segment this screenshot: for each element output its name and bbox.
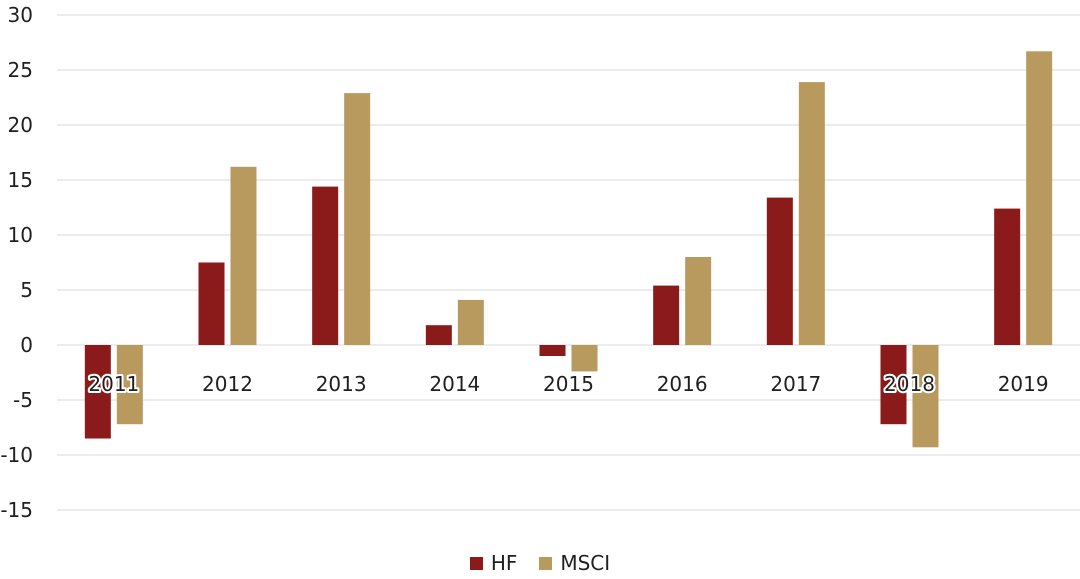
bar-msci-2019: [1026, 51, 1053, 346]
x-category-label: 2016: [657, 372, 708, 396]
bars: [84, 51, 1053, 448]
x-category-label: 2019: [998, 372, 1049, 396]
legend-swatch-hf: [469, 556, 483, 570]
bar-msci-2014: [457, 299, 484, 345]
bar-msci-2011: [116, 345, 143, 425]
bar-msci-2017: [798, 82, 825, 345]
y-tick-label: 30: [8, 3, 33, 27]
bar-msci-2013: [344, 93, 371, 345]
legend-item-msci: MSCI: [539, 551, 610, 575]
y-tick-label: -10: [0, 443, 33, 467]
legend: HF MSCI: [0, 551, 1080, 575]
bar-hf-2014: [425, 325, 452, 345]
y-tick-label: 20: [8, 113, 33, 137]
y-axis: 30 25 20 15 10 5 0 -5 -10 -15: [0, 3, 33, 522]
legend-label-msci: MSCI: [560, 551, 611, 575]
y-tick-label: -5: [13, 388, 33, 412]
x-category-label: 2012: [202, 372, 253, 396]
legend-label-hf: HF: [490, 551, 518, 575]
y-tick-label: -15: [0, 498, 33, 522]
bar-hf-2016: [653, 285, 680, 345]
bar-msci-2018: [912, 345, 939, 448]
legend-item-hf: HF: [469, 551, 518, 575]
legend-swatch-msci: [539, 556, 553, 570]
y-tick-label: 0: [20, 333, 33, 357]
x-category-label: 2014: [429, 372, 480, 396]
y-tick-label: 15: [8, 168, 33, 192]
y-tick-label: 5: [20, 278, 33, 302]
bar-msci-2016: [685, 257, 712, 345]
bar-msci-2015: [571, 345, 598, 372]
x-category-label: 2018: [884, 372, 935, 396]
y-tick-label: 10: [8, 223, 33, 247]
bar-hf-2018: [880, 345, 907, 425]
bar-hf-2012: [198, 262, 225, 345]
bar-hf-2017: [766, 197, 793, 345]
bar-msci-2012: [230, 166, 257, 345]
bar-hf-2019: [994, 208, 1021, 345]
x-category-label: 2017: [770, 372, 821, 396]
bar-hf-2011: [84, 345, 111, 439]
x-category-label: 2011: [88, 372, 139, 396]
gridlines: [57, 14, 1080, 511]
x-category-label: 2015: [543, 372, 594, 396]
x-category-label: 2013: [316, 372, 367, 396]
y-tick-label: 25: [8, 58, 33, 82]
bar-hf-2013: [312, 186, 339, 345]
x-axis-labels: 2011 2012 2013 2014 2015 2016 2017 2018 2019: [86, 370, 1050, 398]
bar-hf-2015: [539, 345, 566, 356]
